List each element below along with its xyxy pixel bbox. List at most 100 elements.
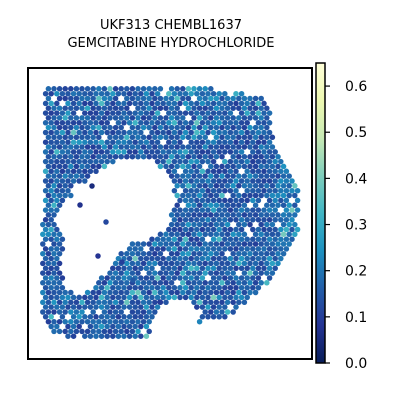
spot xyxy=(157,134,164,141)
spot xyxy=(199,158,206,165)
spot xyxy=(168,221,175,228)
spot xyxy=(182,294,189,301)
spot xyxy=(84,95,91,102)
spot xyxy=(177,226,183,233)
spot xyxy=(73,163,80,170)
spot xyxy=(177,236,183,242)
spot xyxy=(188,158,194,165)
spot xyxy=(42,207,49,213)
spot xyxy=(126,246,133,252)
spot xyxy=(191,86,197,92)
spot xyxy=(208,115,214,121)
spot xyxy=(96,105,102,111)
spot xyxy=(171,246,178,252)
spot xyxy=(286,202,292,208)
spot xyxy=(51,105,57,111)
spot xyxy=(171,100,178,107)
spot xyxy=(87,304,94,310)
spot xyxy=(205,178,211,184)
spot xyxy=(110,333,116,339)
spot xyxy=(121,294,127,301)
spot xyxy=(51,221,57,228)
spot xyxy=(261,158,267,165)
spot xyxy=(272,187,278,194)
spot xyxy=(264,270,270,276)
spot xyxy=(126,120,133,126)
spot xyxy=(227,139,234,145)
spot xyxy=(140,153,147,160)
spot xyxy=(45,221,52,228)
spot xyxy=(219,309,225,315)
spot xyxy=(210,255,217,262)
spot xyxy=(138,100,144,107)
spot xyxy=(258,153,264,160)
spot xyxy=(62,115,68,121)
spot xyxy=(236,260,242,267)
spot xyxy=(103,219,109,225)
spot xyxy=(121,304,127,310)
spot xyxy=(261,226,267,233)
spot xyxy=(194,197,200,204)
spot xyxy=(222,284,228,291)
spot xyxy=(143,294,150,301)
spot xyxy=(286,192,292,199)
spot xyxy=(196,134,203,141)
spot xyxy=(96,86,102,92)
spot xyxy=(199,275,206,281)
spot xyxy=(65,100,71,107)
spot xyxy=(238,275,245,281)
spot xyxy=(241,250,248,257)
spot xyxy=(210,226,217,233)
spot xyxy=(202,202,208,208)
spot xyxy=(112,260,119,267)
spot xyxy=(202,86,208,92)
spot xyxy=(121,284,127,291)
spot xyxy=(222,139,228,145)
spot xyxy=(213,124,220,131)
spot xyxy=(180,134,186,141)
spot xyxy=(82,178,88,184)
spot xyxy=(68,173,74,179)
spot xyxy=(70,168,77,175)
spot xyxy=(258,231,264,238)
spot xyxy=(185,144,192,150)
spot xyxy=(48,178,54,184)
spot xyxy=(238,226,245,233)
spot xyxy=(191,260,197,267)
spot xyxy=(194,129,200,136)
spot xyxy=(216,187,222,194)
spot xyxy=(188,207,194,213)
spot xyxy=(70,129,77,136)
spot xyxy=(286,231,292,238)
spot xyxy=(210,129,217,136)
spot xyxy=(129,318,136,325)
spot xyxy=(208,299,214,306)
spot xyxy=(132,129,138,136)
spot xyxy=(185,231,192,238)
spot xyxy=(177,265,183,272)
spot xyxy=(289,217,295,223)
spot xyxy=(45,250,52,257)
spot xyxy=(227,275,234,281)
spot xyxy=(140,86,147,92)
spot xyxy=(110,304,116,310)
spot xyxy=(286,221,292,228)
spot xyxy=(146,95,152,102)
spot xyxy=(233,255,239,262)
spot xyxy=(104,333,110,339)
spot xyxy=(227,100,234,107)
spot xyxy=(219,289,225,296)
spot xyxy=(62,163,68,170)
spot xyxy=(227,187,234,194)
spot xyxy=(76,304,82,310)
spot xyxy=(68,95,74,102)
spot xyxy=(54,120,60,126)
spot xyxy=(48,236,54,242)
spot xyxy=(202,280,208,286)
spot xyxy=(213,134,220,141)
spot xyxy=(210,284,217,291)
spot xyxy=(278,236,284,242)
spot xyxy=(244,284,250,291)
spot xyxy=(101,280,108,286)
spot xyxy=(112,318,119,325)
